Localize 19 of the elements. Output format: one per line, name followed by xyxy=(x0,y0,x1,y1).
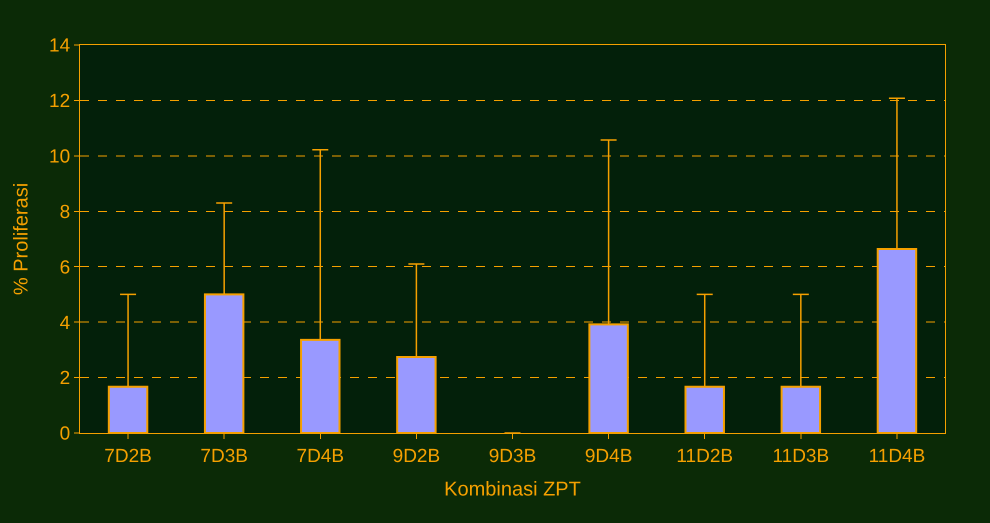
x-tick-label: 11D2B xyxy=(676,446,734,467)
x-tick-label: 9D2B xyxy=(392,446,440,467)
y-tick-label: 14 xyxy=(49,36,71,57)
x-tick-label: 7D4B xyxy=(296,446,344,467)
x-tick-label: 7D3B xyxy=(200,446,248,467)
y-axis-title: % Proliferasi xyxy=(10,182,33,296)
x-tick-label: 11D3B xyxy=(772,446,830,467)
x-tick-label: 11D4B xyxy=(868,446,926,467)
x-tick-label: 9D3B xyxy=(488,446,536,467)
y-tick-label: 6 xyxy=(60,257,70,278)
y-tick-label: 0 xyxy=(60,424,70,445)
y-tick-label: 8 xyxy=(60,202,70,223)
y-tick-label: 4 xyxy=(60,312,71,334)
x-tick-label: 7D2B xyxy=(104,446,152,467)
x-axis-title: Kombinasi ZPT xyxy=(444,478,581,500)
y-tick-label: 2 xyxy=(60,368,70,390)
x-tick-label: 9D4B xyxy=(584,446,632,467)
y-tick-label: 12 xyxy=(49,91,70,112)
y-tick-label: 10 xyxy=(49,146,70,168)
